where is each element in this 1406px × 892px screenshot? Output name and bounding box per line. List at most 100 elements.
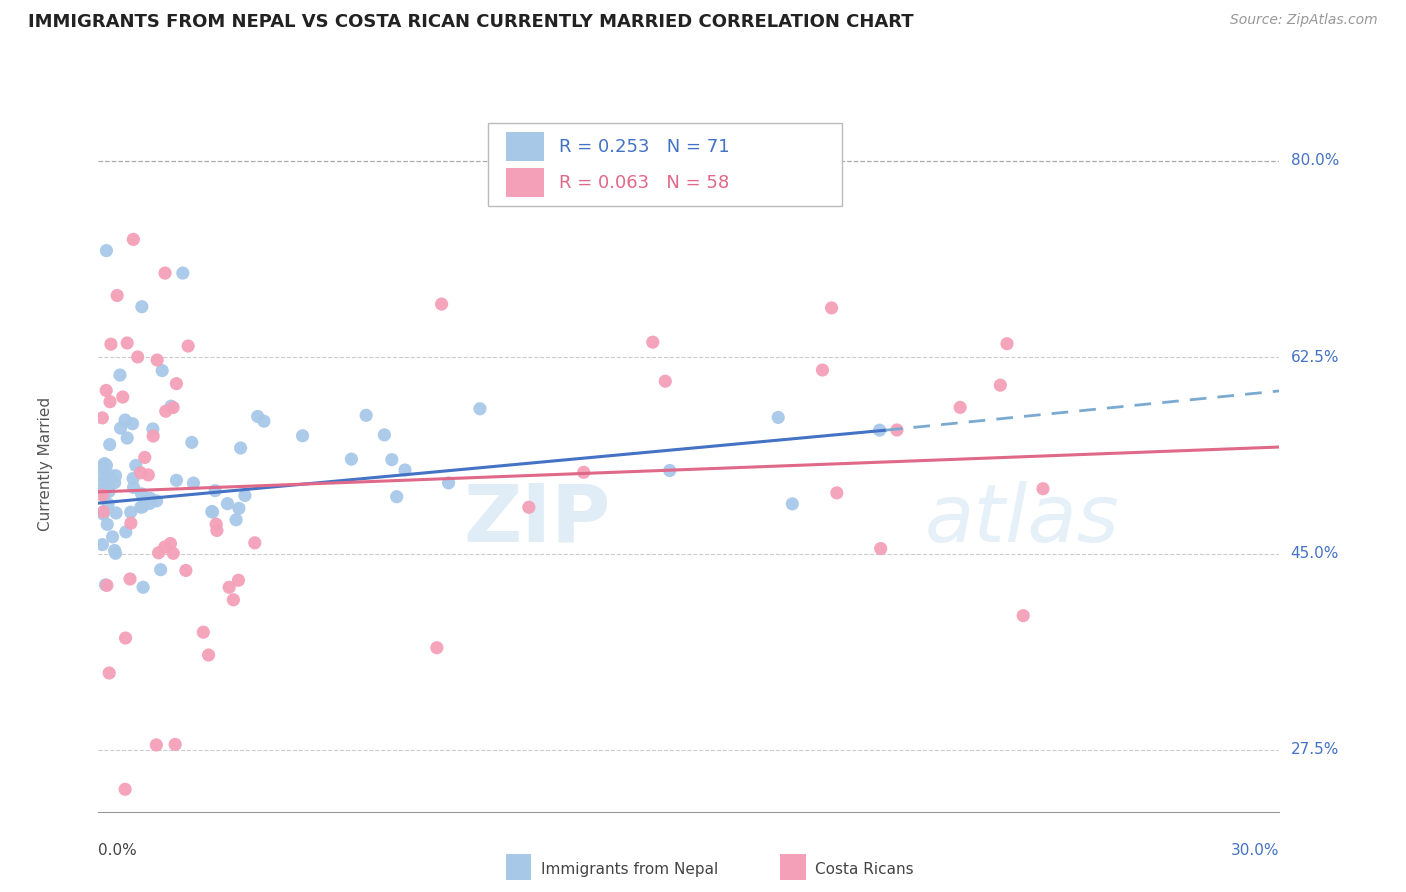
Point [886, 423, 908, 437]
Point [97, 478, 120, 492]
Point [153, 266, 176, 280]
Point [222, 592, 245, 607]
Point [118, 572, 141, 586]
Point [91, 538, 114, 552]
Point [125, 458, 148, 473]
Point [120, 505, 142, 519]
Text: 62.5%: 62.5% [1291, 350, 1339, 365]
Point [104, 546, 127, 560]
Point [96, 384, 118, 398]
Text: atlas: atlas [925, 481, 1121, 559]
Point [134, 450, 156, 465]
Point [1012, 608, 1035, 623]
Point [145, 738, 167, 752]
Point [572, 465, 595, 479]
Point [253, 414, 276, 428]
Point [122, 471, 145, 485]
Point [96, 458, 118, 473]
Point [96, 578, 118, 592]
Point [115, 336, 138, 351]
Point [160, 399, 183, 413]
Point [131, 487, 153, 501]
Point [246, 409, 269, 424]
Point [138, 496, 160, 510]
Point [201, 505, 224, 519]
Point [139, 491, 162, 506]
Point [243, 536, 266, 550]
Point [197, 648, 219, 662]
Point [122, 480, 145, 494]
Point [468, 401, 491, 416]
Point [654, 374, 676, 388]
Point [658, 463, 681, 477]
Point [91, 483, 114, 498]
Point [145, 493, 167, 508]
Point [142, 422, 165, 436]
Point [110, 421, 132, 435]
Point [98, 437, 121, 451]
Point [153, 540, 176, 554]
Point [394, 463, 416, 477]
Point [105, 506, 128, 520]
Point [228, 574, 250, 588]
FancyBboxPatch shape [506, 132, 544, 161]
Point [120, 516, 142, 530]
Point [811, 363, 834, 377]
Point [96, 517, 118, 532]
Point [131, 300, 153, 314]
Point [430, 297, 453, 311]
Point [114, 413, 136, 427]
Point [381, 452, 404, 467]
Point [225, 513, 247, 527]
Point [127, 350, 149, 364]
Text: ZIP: ZIP [463, 481, 610, 559]
Text: 27.5%: 27.5% [1291, 742, 1339, 757]
Text: R = 0.253   N = 71: R = 0.253 N = 71 [560, 137, 730, 155]
Text: Immigrants from Nepal: Immigrants from Nepal [541, 863, 718, 877]
Point [149, 563, 172, 577]
Point [165, 738, 187, 752]
Point [291, 429, 314, 443]
Point [142, 429, 165, 443]
Point [97, 467, 120, 482]
Point [97, 484, 120, 499]
Point [91, 507, 114, 521]
Point [100, 337, 122, 351]
Point [869, 423, 891, 437]
Point [114, 524, 136, 539]
Point [820, 301, 842, 315]
Point [180, 435, 202, 450]
Point [131, 500, 153, 514]
Point [204, 483, 226, 498]
Point [146, 353, 169, 368]
Point [162, 401, 184, 415]
Text: R = 0.063   N = 58: R = 0.063 N = 58 [560, 174, 730, 192]
Point [104, 468, 127, 483]
Point [205, 524, 228, 538]
Point [205, 517, 228, 532]
Point [373, 427, 395, 442]
Point [988, 378, 1011, 392]
Point [138, 467, 160, 482]
Point [91, 488, 114, 502]
Point [122, 232, 145, 246]
Text: 0.0%: 0.0% [98, 843, 138, 858]
Point [114, 782, 136, 797]
Text: Source: ZipAtlas.com: Source: ZipAtlas.com [1230, 13, 1378, 28]
Point [104, 543, 127, 558]
Point [183, 476, 205, 491]
Text: 30.0%: 30.0% [1232, 843, 1279, 858]
Point [155, 404, 177, 418]
Point [201, 504, 224, 518]
Point [162, 546, 184, 560]
Point [233, 488, 256, 502]
Text: Currently Married: Currently Married [38, 397, 53, 531]
Point [91, 459, 114, 474]
Point [96, 244, 118, 258]
Text: Costa Ricans: Costa Ricans [815, 863, 914, 877]
Point [104, 475, 127, 490]
Point [150, 363, 173, 377]
Point [93, 457, 115, 471]
Point [217, 497, 239, 511]
Point [105, 288, 128, 302]
